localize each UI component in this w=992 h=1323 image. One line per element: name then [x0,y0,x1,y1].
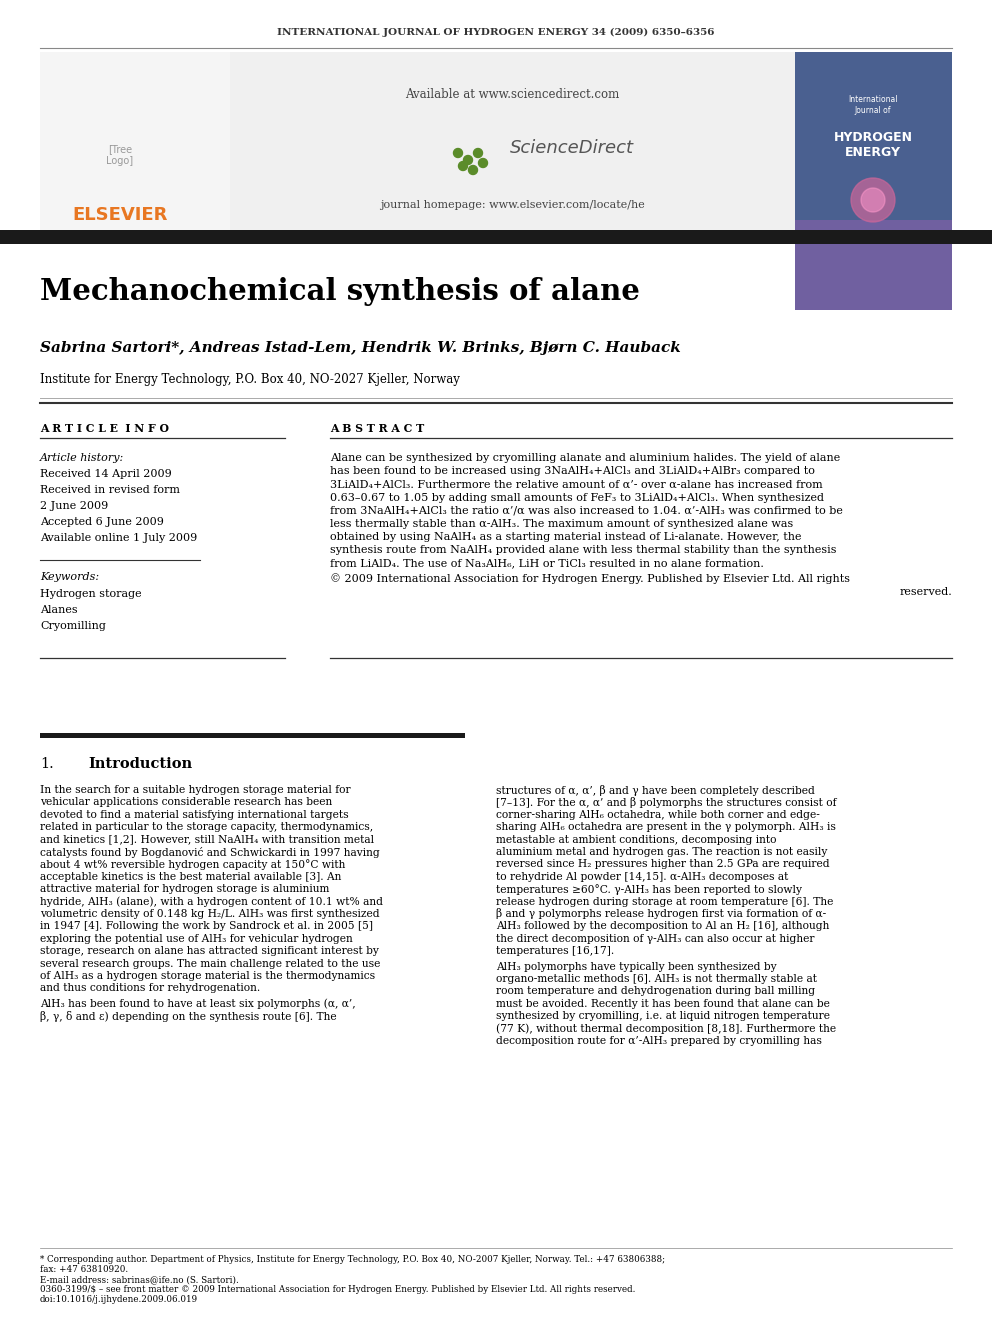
Text: Mechanochemical synthesis of alane: Mechanochemical synthesis of alane [40,278,640,307]
Text: 1.: 1. [40,757,54,771]
Circle shape [473,148,482,157]
Text: doi:10.1016/j.ijhydene.2009.06.019: doi:10.1016/j.ijhydene.2009.06.019 [40,1295,198,1304]
Text: in 1947 [4]. Following the work by Sandrock et al. in 2005 [5]: in 1947 [4]. Following the work by Sandr… [40,921,373,931]
Text: metastable at ambient conditions, decomposing into: metastable at ambient conditions, decomp… [496,835,777,844]
Text: volumetric density of 0.148 kg H₂/L. AlH₃ was first synthesized: volumetric density of 0.148 kg H₂/L. AlH… [40,909,380,919]
Text: to rehydride Al powder [14,15]. α-AlH₃ decomposes at: to rehydride Al powder [14,15]. α-AlH₃ d… [496,872,789,882]
Text: © 2009 International Association for Hydrogen Energy. Published by Elsevier Ltd.: © 2009 International Association for Hyd… [330,573,850,585]
Text: has been found to be increased using 3NaAlH₄+AlCl₃ and 3LiAlD₄+AlBr₃ compared to: has been found to be increased using 3Na… [330,466,814,476]
Text: the direct decomposition of γ-AlH₃ can also occur at higher: the direct decomposition of γ-AlH₃ can a… [496,934,814,943]
Text: Article history:: Article history: [40,452,124,463]
Circle shape [478,159,487,168]
Text: 2 June 2009: 2 June 2009 [40,501,108,511]
Text: Available at www.sciencedirect.com: Available at www.sciencedirect.com [405,89,619,102]
Text: hydride, AlH₃ (alane), with a hydrogen content of 10.1 wt% and: hydride, AlH₃ (alane), with a hydrogen c… [40,896,383,906]
Text: International
Journal of: International Journal of [848,95,898,115]
Text: and thus conditions for rehydrogenation.: and thus conditions for rehydrogenation. [40,983,260,994]
Text: Available online 1 July 2009: Available online 1 July 2009 [40,533,197,542]
Text: aluminium metal and hydrogen gas. The reaction is not easily: aluminium metal and hydrogen gas. The re… [496,847,827,857]
Text: storage, research on alane has attracted significant interest by: storage, research on alane has attracted… [40,946,379,957]
Text: sharing AlH₆ octahedra are present in the γ polymorph. AlH₃ is: sharing AlH₆ octahedra are present in th… [496,822,836,832]
Text: synthesized by cryomilling, i.e. at liquid nitrogen temperature: synthesized by cryomilling, i.e. at liqu… [496,1011,830,1021]
Text: release hydrogen during storage at room temperature [6]. The: release hydrogen during storage at room … [496,897,833,906]
Text: room temperature and dehydrogenation during ball milling: room temperature and dehydrogenation dur… [496,987,815,996]
Text: exploring the potential use of AlH₃ for vehicular hydrogen: exploring the potential use of AlH₃ for … [40,934,353,943]
Text: HYDROGEN
ENERGY: HYDROGEN ENERGY [833,131,913,159]
Text: decomposition route for α’-AlH₃ prepared by cryomilling has: decomposition route for α’-AlH₃ prepared… [496,1036,822,1046]
Text: attractive material for hydrogen storage is aluminium: attractive material for hydrogen storage… [40,884,329,894]
Text: reversed since H₂ pressures higher than 2.5 GPa are required: reversed since H₂ pressures higher than … [496,860,829,869]
Text: Keywords:: Keywords: [40,572,99,582]
Text: E-mail address: sabrinas@ife.no (S. Sartori).: E-mail address: sabrinas@ife.no (S. Sart… [40,1275,239,1285]
Text: AlH₃ has been found to have at least six polymorphs (α, α’,: AlH₃ has been found to have at least six… [40,999,355,1009]
Text: temperatures [16,17].: temperatures [16,17]. [496,946,614,957]
Text: related in particular to the storage capacity, thermodynamics,: related in particular to the storage cap… [40,822,373,832]
Text: Introduction: Introduction [88,757,192,771]
Text: In the search for a suitable hydrogen storage material for: In the search for a suitable hydrogen st… [40,785,350,795]
Text: from 3NaAlH₄+AlCl₃ the ratio α’/α was also increased to 1.04. α’-AlH₃ was confir: from 3NaAlH₄+AlCl₃ the ratio α’/α was al… [330,505,843,516]
Text: Received in revised form: Received in revised form [40,486,180,495]
Text: from LiAlD₄. The use of Na₃AlH₆, LiH or TiCl₃ resulted in no alane formation.: from LiAlD₄. The use of Na₃AlH₆, LiH or … [330,558,764,569]
Text: ScienceDirect: ScienceDirect [510,139,634,157]
Text: about 4 wt% reversible hydrogen capacity at 150°C with: about 4 wt% reversible hydrogen capacity… [40,859,345,869]
Text: Cryomilling: Cryomilling [40,620,106,631]
Text: Accepted 6 June 2009: Accepted 6 June 2009 [40,517,164,527]
FancyBboxPatch shape [0,230,992,243]
Text: fax: +47 63810920.: fax: +47 63810920. [40,1266,128,1274]
Text: β and γ polymorphs release hydrogen first via formation of α-: β and γ polymorphs release hydrogen firs… [496,909,826,919]
Text: reserved.: reserved. [900,587,952,597]
Text: less thermally stable than α-AlH₃. The maximum amount of synthesized alane was: less thermally stable than α-AlH₃. The m… [330,519,794,529]
Text: obtained by using NaAlH₄ as a starting material instead of Li-alanate. However, : obtained by using NaAlH₄ as a starting m… [330,532,802,542]
Circle shape [453,148,462,157]
Text: Hydrogen storage: Hydrogen storage [40,589,142,599]
Text: 0360-3199/$ – see front matter © 2009 International Association for Hydrogen Ene: 0360-3199/$ – see front matter © 2009 In… [40,1286,635,1294]
Circle shape [468,165,477,175]
Text: AlH₃ followed by the decomposition to Al an H₂ [16], although: AlH₃ followed by the decomposition to Al… [496,921,829,931]
Text: [7–13]. For the α, α’ and β polymorphs the structures consist of: [7–13]. For the α, α’ and β polymorphs t… [496,796,836,808]
FancyBboxPatch shape [230,52,795,230]
Text: structures of α, α’, β and γ have been completely described: structures of α, α’, β and γ have been c… [496,785,814,795]
Text: synthesis route from NaAlH₄ provided alane with less thermal stability than the : synthesis route from NaAlH₄ provided ala… [330,545,836,556]
Text: A R T I C L E  I N F O: A R T I C L E I N F O [40,422,169,434]
Text: * Corresponding author. Department of Physics, Institute for Energy Technology, : * Corresponding author. Department of Ph… [40,1256,665,1265]
Text: Alane can be synthesized by cryomilling alanate and aluminium halides. The yield: Alane can be synthesized by cryomilling … [330,452,840,463]
Text: INTERNATIONAL JOURNAL OF HYDROGEN ENERGY 34 (2009) 6350–6356: INTERNATIONAL JOURNAL OF HYDROGEN ENERGY… [277,28,715,37]
FancyBboxPatch shape [795,220,952,310]
Text: vehicular applications considerable research has been: vehicular applications considerable rese… [40,798,332,807]
Text: AlH₃ polymorphs have typically been synthesized by: AlH₃ polymorphs have typically been synt… [496,962,777,971]
Text: (77 K), without thermal decomposition [8,18]. Furthermore the: (77 K), without thermal decomposition [8… [496,1023,836,1033]
Text: Received 14 April 2009: Received 14 April 2009 [40,468,172,479]
Circle shape [458,161,467,171]
Text: temperatures ≥60°C. γ-AlH₃ has been reported to slowly: temperatures ≥60°C. γ-AlH₃ has been repo… [496,884,802,894]
Circle shape [861,188,885,212]
FancyBboxPatch shape [795,52,952,230]
Text: several research groups. The main challenge related to the use: several research groups. The main challe… [40,959,380,968]
Text: organo-metallic methods [6]. AlH₃ is not thermally stable at: organo-metallic methods [6]. AlH₃ is not… [496,974,817,984]
Text: [Tree
Logo]: [Tree Logo] [106,144,134,165]
Text: ELSEVIER: ELSEVIER [72,206,168,224]
Text: and kinetics [1,2]. However, still NaAlH₄ with transition metal: and kinetics [1,2]. However, still NaAlH… [40,835,374,844]
Text: A B S T R A C T: A B S T R A C T [330,422,425,434]
Circle shape [851,179,895,222]
FancyBboxPatch shape [40,52,230,230]
Text: Alanes: Alanes [40,605,77,615]
FancyBboxPatch shape [40,733,465,738]
Text: of AlH₃ as a hydrogen storage material is the thermodynamics: of AlH₃ as a hydrogen storage material i… [40,971,375,980]
Text: 0.63–0.67 to 1.05 by adding small amounts of FeF₃ to 3LiAlD₄+AlCl₃. When synthes: 0.63–0.67 to 1.05 by adding small amount… [330,492,824,503]
Text: Institute for Energy Technology, P.O. Box 40, NO-2027 Kjeller, Norway: Institute for Energy Technology, P.O. Bo… [40,373,460,386]
Circle shape [463,156,472,164]
Text: Sabrina Sartori*, Andreas Istad-Lem, Hendrik W. Brinks, Bjørn C. Hauback: Sabrina Sartori*, Andreas Istad-Lem, Hen… [40,341,681,355]
Text: β, γ, δ and ε) depending on the synthesis route [6]. The: β, γ, δ and ε) depending on the synthesi… [40,1011,336,1021]
Text: journal homepage: www.elsevier.com/locate/he: journal homepage: www.elsevier.com/locat… [380,200,645,210]
Text: 3LiAlD₄+AlCl₃. Furthermore the relative amount of α’- over α-alane has increased: 3LiAlD₄+AlCl₃. Furthermore the relative … [330,479,822,490]
Text: catalysts found by Bogdanović and Schwickardi in 1997 having: catalysts found by Bogdanović and Schwic… [40,847,380,857]
Text: acceptable kinetics is the best material available [3]. An: acceptable kinetics is the best material… [40,872,341,882]
Text: must be avoided. Recently it has been found that alane can be: must be avoided. Recently it has been fo… [496,999,830,1009]
Text: devoted to find a material satisfying international targets: devoted to find a material satisfying in… [40,810,348,820]
Text: corner-sharing AlH₆ octahedra, while both corner and edge-: corner-sharing AlH₆ octahedra, while bot… [496,810,819,820]
